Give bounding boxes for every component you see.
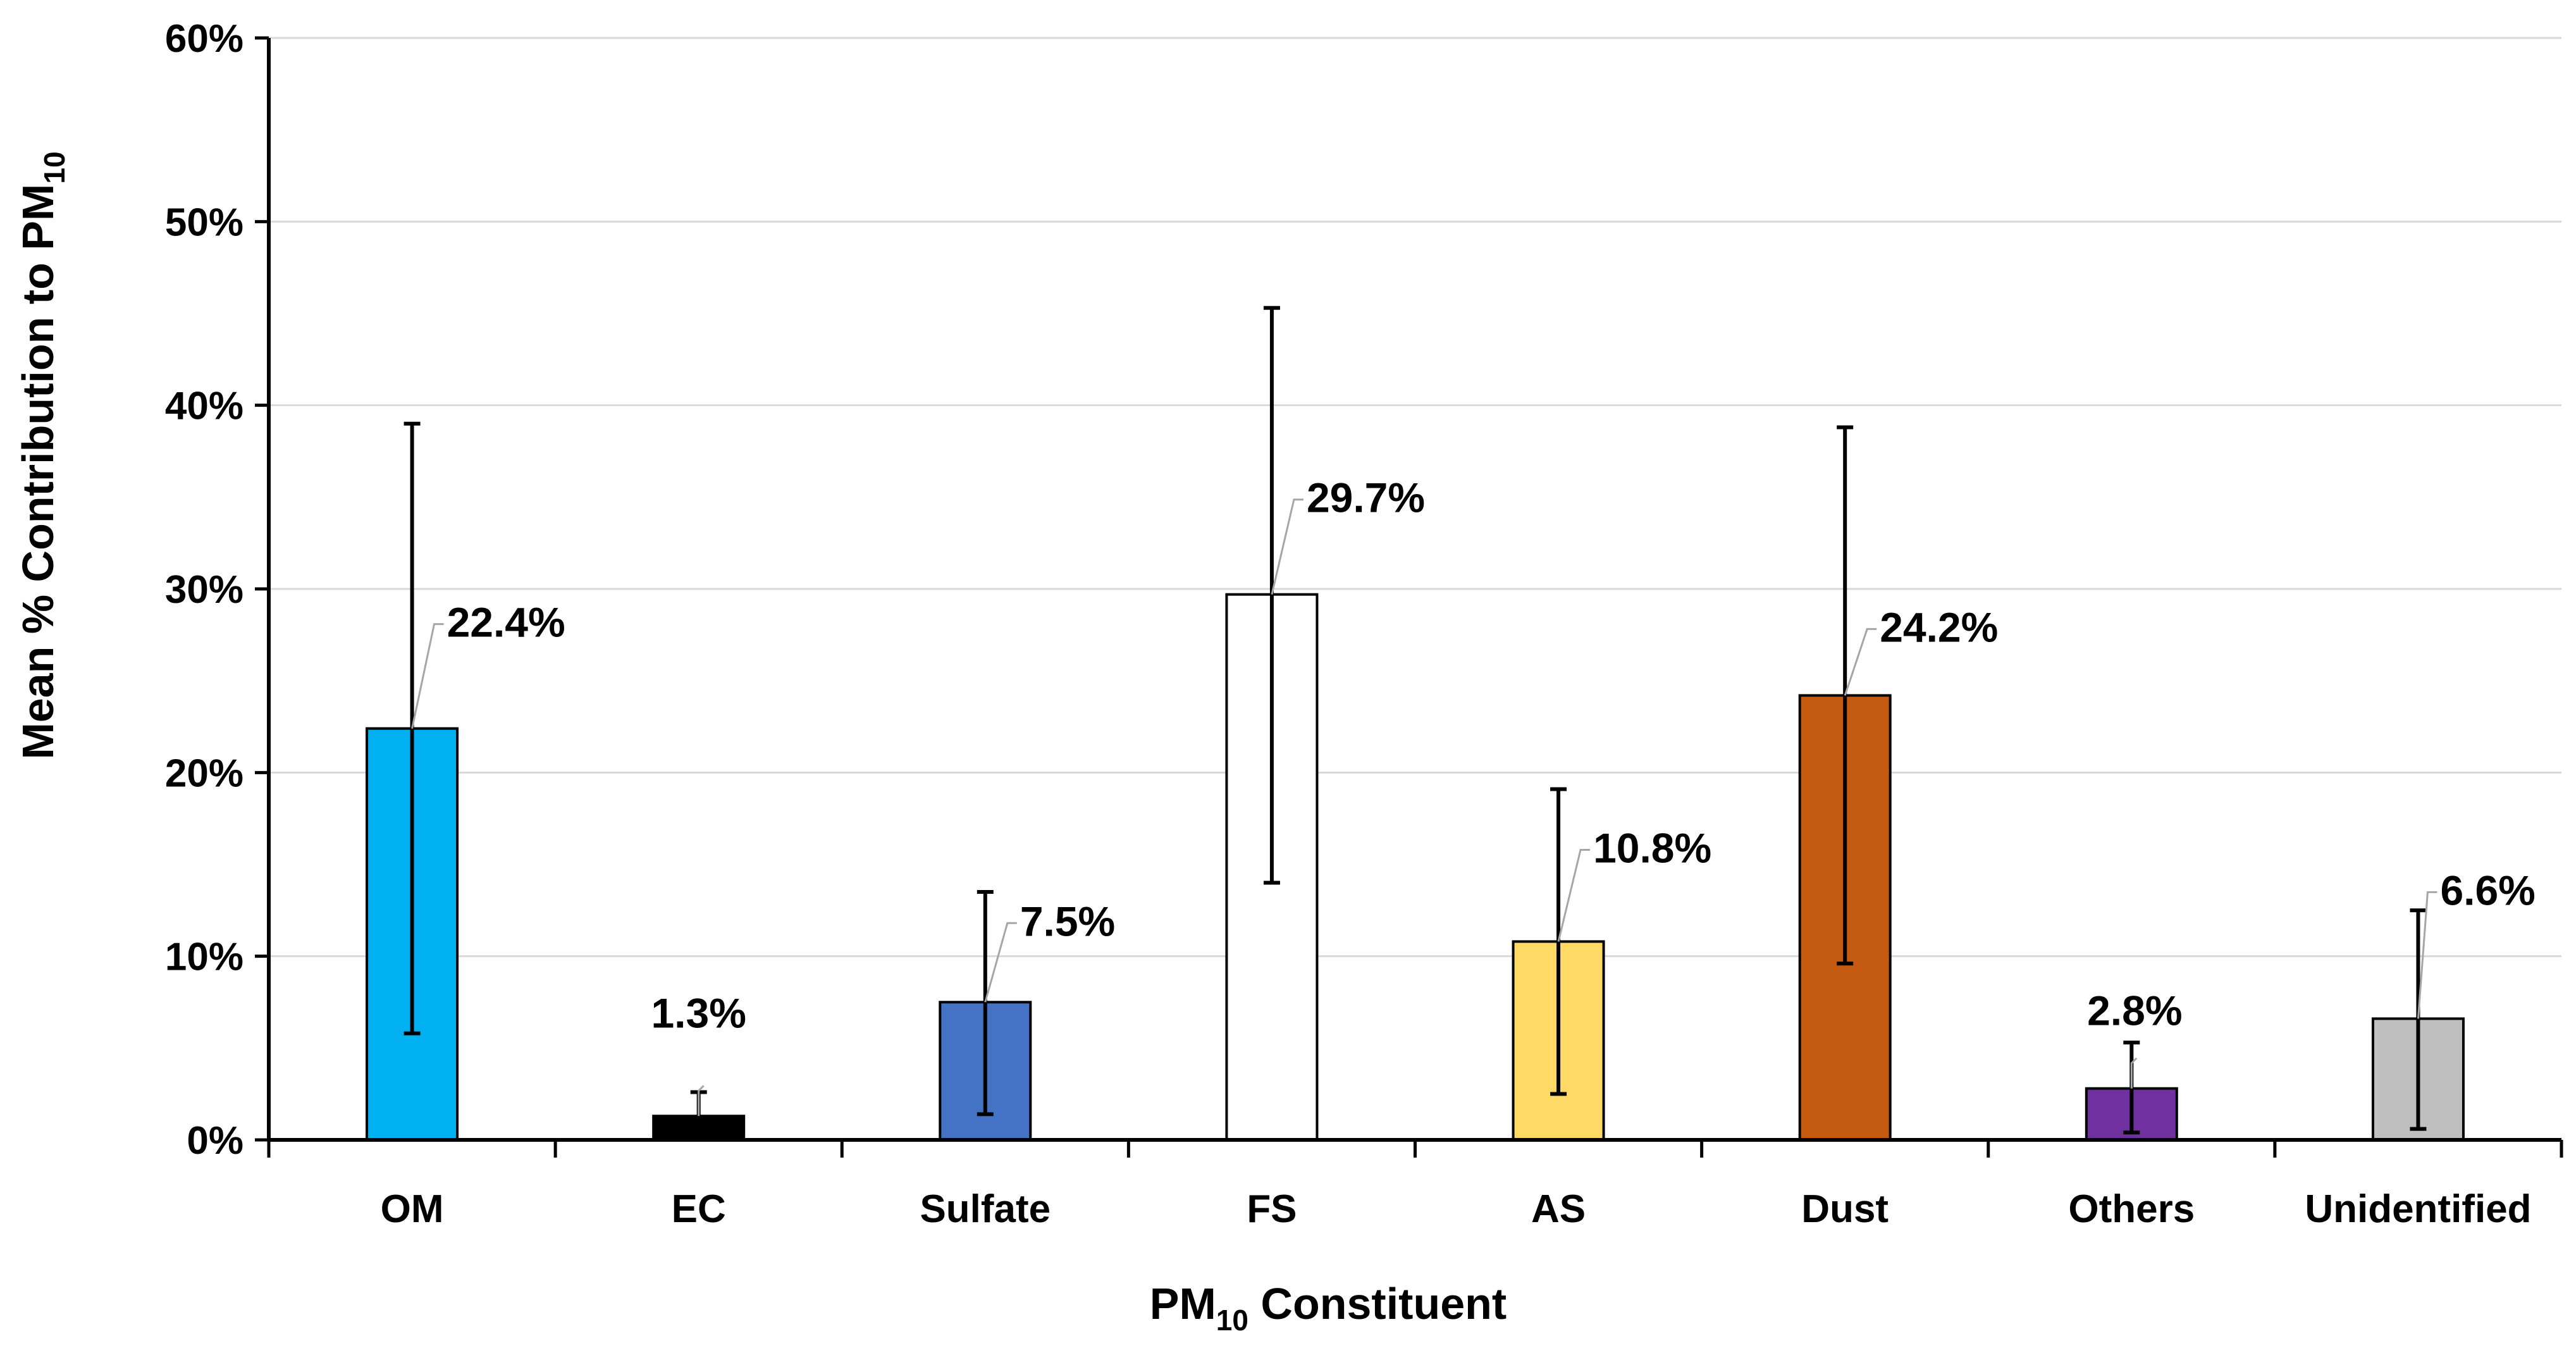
x-axis-ticks: OM EC Sulfate FS AS Dust Others Unidentified <box>267 1140 2563 1231</box>
x-tick-label-unidentified: Unidentified <box>2305 1187 2531 1231</box>
data-labels: 22.4% 1.3% 7.5% 29.7% 10.8% 24.2% 2.8% 6.6% <box>447 474 2536 1037</box>
leader-line <box>1271 498 1303 595</box>
y-tick-label: 40% <box>165 385 243 428</box>
x-tick-label-others: Others <box>2068 1187 2195 1231</box>
y-tick-label: 60% <box>165 17 243 61</box>
leader-line <box>1557 848 1591 942</box>
y-axis-title: Mean % Contribution to PM10 <box>13 151 71 759</box>
data-label-dust: 24.2% <box>1880 603 1998 650</box>
data-label-unidentified: 6.6% <box>2440 867 2535 913</box>
leader-line <box>1844 628 1877 696</box>
data-label-om: 22.4% <box>447 599 565 646</box>
x-tick-label-om: OM <box>381 1187 444 1231</box>
leader-line <box>984 922 1017 1003</box>
y-tick-label: 30% <box>165 568 243 612</box>
x-tick-label-sulfate: Sulfate <box>920 1187 1051 1231</box>
x-axis-title: PM10 Constituent <box>1150 1279 1507 1337</box>
leader-line <box>411 623 444 729</box>
data-label-sulfate: 7.5% <box>1020 898 1115 944</box>
leader-line <box>2130 1057 2138 1089</box>
y-tick-label: 10% <box>165 936 243 979</box>
data-label-ec: 1.3% <box>651 989 746 1036</box>
y-tick-label: 20% <box>165 751 243 795</box>
label-leader-lines <box>411 498 2437 1116</box>
y-tick-label: 0% <box>187 1119 243 1163</box>
leader-line <box>698 1085 705 1116</box>
data-label-fs: 29.7% <box>1307 474 1425 521</box>
bars <box>366 593 2465 1142</box>
y-tick-label: 50% <box>165 201 243 244</box>
data-label-as: 10.8% <box>1593 824 1711 871</box>
x-tick-label-as: AS <box>1531 1187 1586 1231</box>
y-axis-ticks: 0% 10% 20% 30% 40% 50% 60% <box>165 17 269 1163</box>
gridlines <box>269 37 2561 958</box>
x-tick-label-fs: FS <box>1247 1187 1297 1231</box>
leader-line <box>2417 891 2437 1019</box>
data-label-others: 2.8% <box>2087 987 2182 1034</box>
x-tick-label-ec: EC <box>672 1187 726 1231</box>
x-tick-label-dust: Dust <box>1801 1187 1889 1231</box>
